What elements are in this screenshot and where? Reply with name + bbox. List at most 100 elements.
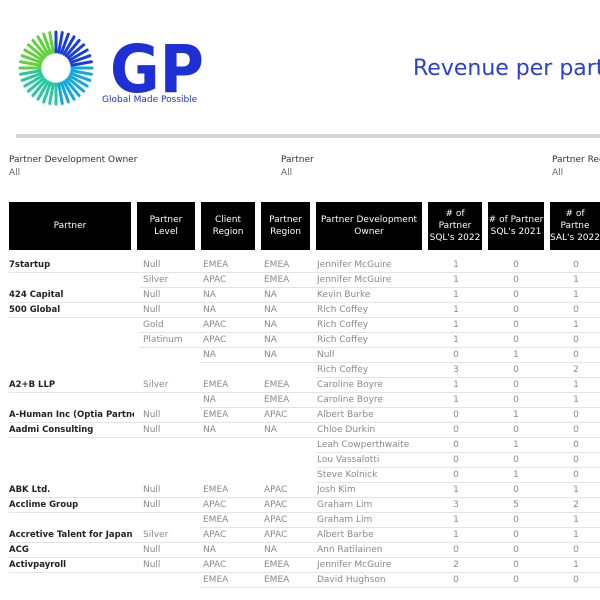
owner-cell: Caroline Boyre	[317, 378, 423, 393]
partner-level-cell: Null	[143, 498, 197, 513]
table-row[interactable]: NA NA Null 0 1 0	[0, 348, 600, 363]
sals-2022-cell: 1	[552, 393, 600, 408]
table-row[interactable]: Accretive Talent for Japan K.. Silver APAC…	[0, 528, 600, 543]
table-row[interactable]: Lou Vassalotti 0 0 0	[0, 453, 600, 468]
column-header-partner-level[interactable]: Partner Level	[137, 202, 195, 250]
filter-value[interactable]: All	[281, 167, 314, 180]
sals-2022-cell: 1	[552, 318, 600, 333]
partner-region-cell: APAC	[264, 498, 312, 513]
client-region-cell: EMEA	[203, 408, 257, 423]
filter-partner-development-owner[interactable]: Partner Development Owner All	[9, 154, 137, 180]
owner-cell: Leah Cowperthwaite	[317, 438, 423, 453]
sqls-2022-cell: 0	[428, 573, 484, 588]
sqls-2022-cell: 1	[428, 273, 484, 288]
sqls-2022-cell: 0	[428, 408, 484, 423]
sqls-2021-cell: 0	[488, 543, 544, 558]
table-row[interactable]: EMEA APAC Graham Lim 1 0 1	[0, 513, 600, 528]
table-row[interactable]: ABK Ltd. Null EMEA APAC Josh Kim 1 0 1	[0, 483, 600, 498]
table-row[interactable]: Gold APAC NA Rich Coffey 1 0 1	[0, 318, 600, 333]
owner-cell: Jennifer McGuire	[317, 258, 423, 273]
partner-region-cell: APAC	[264, 408, 312, 423]
sqls-2021-cell: 0	[488, 363, 544, 378]
sqls-2021-cell: 0	[488, 573, 544, 588]
table-row[interactable]: Rich Coffey 3 0 2	[0, 363, 600, 378]
table-row[interactable]: Platinum APAC NA Rich Coffey 1 0 0	[0, 333, 600, 348]
partner-cell: 500 Global	[9, 303, 134, 318]
client-region-cell: EMEA	[203, 513, 257, 528]
column-header-sqls-2022[interactable]: # of Partner SQL's 2022	[428, 202, 482, 250]
sqls-2021-cell: 0	[488, 423, 544, 438]
table-row[interactable]: EMEA EMEA David Hughson 0 0 0	[0, 573, 600, 588]
column-header-sals-2022[interactable]: # of Partne SAL's 2022	[550, 202, 600, 250]
partner-region-cell: EMEA	[264, 273, 312, 288]
column-header-sqls-2021[interactable]: # of Partner SQL's 2021	[488, 202, 544, 250]
table-row[interactable]: NA EMEA Caroline Boyre 1 0 1	[0, 393, 600, 408]
sqls-2021-cell: 1	[488, 468, 544, 483]
partner-region-cell: APAC	[264, 513, 312, 528]
filter-partner[interactable]: Partner All	[281, 154, 314, 180]
sqls-2022-cell: 0	[428, 348, 484, 363]
partner-region-cell: EMEA	[264, 258, 312, 273]
filter-value[interactable]: All	[552, 167, 600, 180]
partner-region-cell: NA	[264, 303, 312, 318]
column-header-client-region[interactable]: Client Region	[201, 202, 255, 250]
sals-2022-cell: 0	[552, 423, 600, 438]
sqls-2021-cell: 0	[488, 303, 544, 318]
sals-2022-cell: 0	[552, 438, 600, 453]
partner-region-cell: EMEA	[264, 393, 312, 408]
table-row[interactable]: Silver APAC EMEA Jennifer McGuire 1 0 1	[0, 273, 600, 288]
client-region-cell: EMEA	[203, 483, 257, 498]
page-title: Revenue per part	[413, 56, 600, 81]
client-region-cell: NA	[203, 543, 257, 558]
table-row[interactable]: Aadmi Consulting Null NA NA Chloe Durkin 0 0 0	[0, 423, 600, 438]
sqls-2022-cell: 0	[428, 438, 484, 453]
sqls-2022-cell: 2	[428, 558, 484, 573]
partner-level-cell: Null	[143, 543, 197, 558]
owner-cell: Rich Coffey	[317, 303, 423, 318]
sqls-2021-cell: 0	[488, 378, 544, 393]
column-header-partner-region[interactable]: Partner Region	[261, 202, 310, 250]
sals-2022-cell: 1	[552, 558, 600, 573]
table-row[interactable]: Leah Cowperthwaite 0 1 0	[0, 438, 600, 453]
sqls-2022-cell: 1	[428, 483, 484, 498]
header-divider	[16, 134, 600, 138]
partner-level-cell: Null	[143, 408, 197, 423]
sqls-2021-cell: 1	[488, 348, 544, 363]
sqls-2022-cell: 1	[428, 303, 484, 318]
filter-partner-region[interactable]: Partner Reg All	[552, 154, 600, 180]
sqls-2021-cell: 0	[488, 318, 544, 333]
partner-region-cell: NA	[264, 288, 312, 303]
filter-label: Partner	[281, 154, 314, 167]
partner-region-cell: EMEA	[264, 573, 312, 588]
table-row[interactable]: Acclime Group Null APAC APAC Graham Lim 3 5 2	[0, 498, 600, 513]
owner-cell: Kevin Burke	[317, 288, 423, 303]
client-region-cell: APAC	[203, 558, 257, 573]
partner-level-cell: Gold	[143, 318, 197, 333]
sals-2022-cell: 1	[552, 273, 600, 288]
sqls-2021-cell: 0	[488, 273, 544, 288]
partner-region-cell: NA	[264, 318, 312, 333]
table-row[interactable]: 424 Capital Null NA NA Kevin Burke 1 0 1	[0, 288, 600, 303]
table-row[interactable]: Steve Kolnick 0 1 0	[0, 468, 600, 483]
table-row[interactable]: 500 Global Null NA NA Rich Coffey 1 0 0	[0, 303, 600, 318]
client-region-cell: NA	[203, 393, 257, 408]
sals-2022-cell: 0	[552, 468, 600, 483]
owner-cell: Steve Kolnick	[317, 468, 423, 483]
sqls-2022-cell: 1	[428, 288, 484, 303]
filter-value[interactable]: All	[9, 167, 137, 180]
table-row[interactable]: A-Human Inc (Optia Partner.. Null EMEA APAC…	[0, 408, 600, 423]
table-row[interactable]: ACG Null NA NA Ann Ratilainen 0 0 0	[0, 543, 600, 558]
partner-level-cell: Null	[143, 558, 197, 573]
column-header-owner[interactable]: Partner Development Owner	[316, 202, 422, 250]
table-row[interactable]: A2+B LLP Silver EMEA EMEA Caroline Boyre 1 0 1	[0, 378, 600, 393]
sqls-2021-cell: 0	[488, 333, 544, 348]
partner-cell: 424 Capital	[9, 288, 134, 303]
sqls-2022-cell: 0	[428, 453, 484, 468]
table-row[interactable]: 7startup Null EMEA EMEA Jennifer McGuire 1 0 0	[0, 258, 600, 273]
sqls-2021-cell: 0	[488, 528, 544, 543]
sqls-2022-cell: 0	[428, 423, 484, 438]
sqls-2022-cell: 0	[428, 543, 484, 558]
sqls-2021-cell: 0	[488, 558, 544, 573]
table-row[interactable]: Activpayroll Null APAC EMEA Jennifer McGuire…	[0, 558, 600, 573]
column-header-partner[interactable]: Partner	[9, 202, 131, 250]
